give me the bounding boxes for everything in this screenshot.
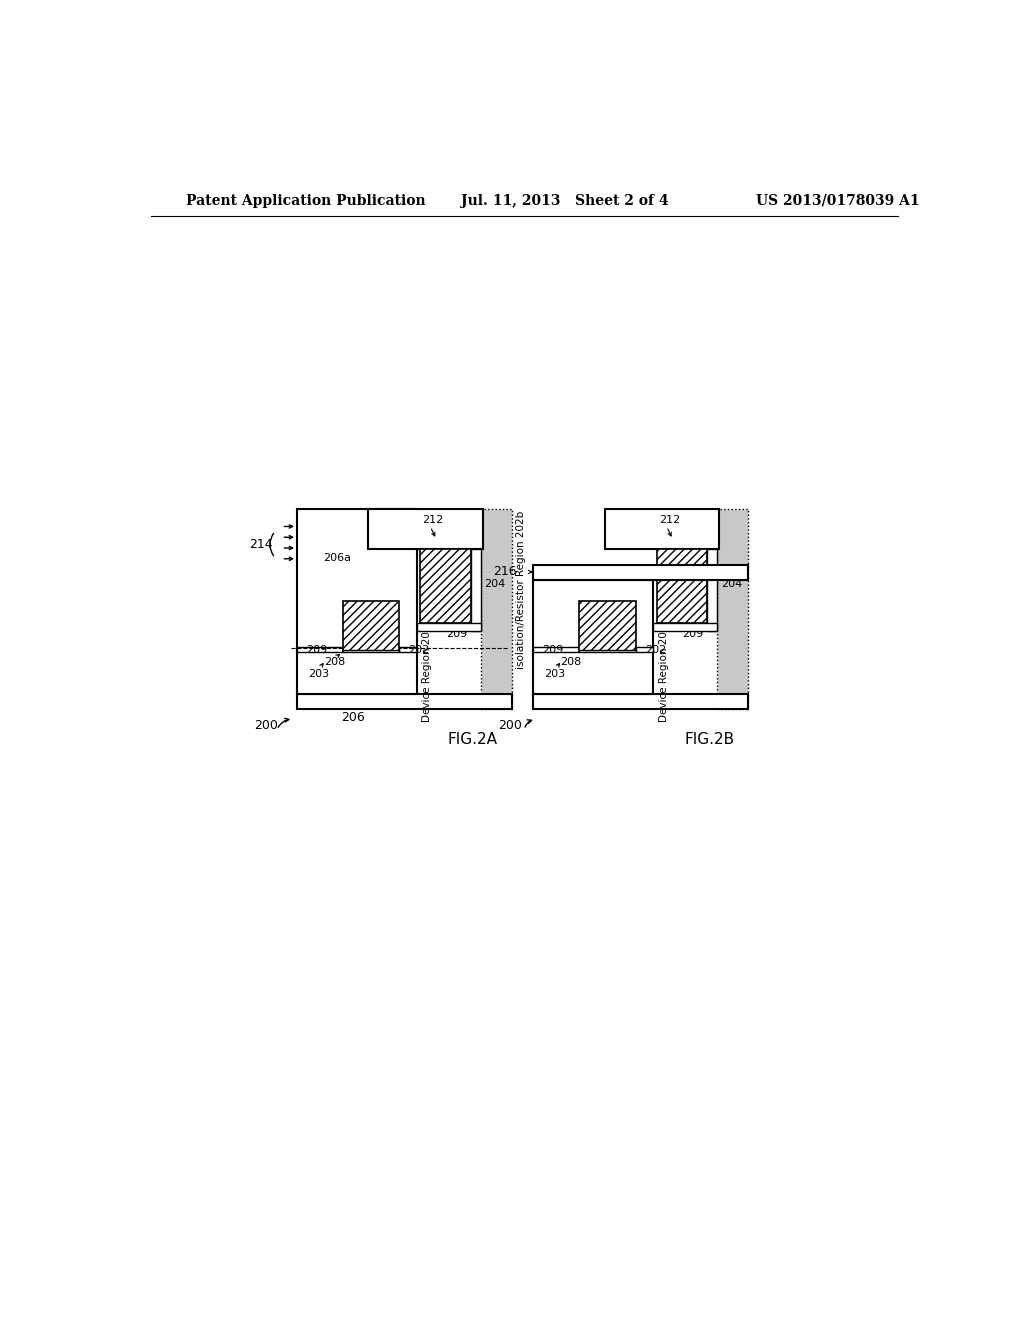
Bar [604, 508, 719, 549]
Bar [707, 549, 717, 631]
Text: 204: 204 [484, 579, 506, 589]
Text: 206: 206 [341, 711, 365, 723]
Text: isolation/Resistor Region 202b: isolation/Resistor Region 202b [515, 511, 525, 669]
Bar [579, 601, 636, 651]
Text: 200: 200 [498, 719, 522, 733]
Text: 208: 208 [324, 657, 345, 667]
Bar [579, 649, 636, 652]
Bar [297, 693, 512, 709]
Bar [534, 565, 748, 581]
Bar [480, 508, 512, 709]
Bar [636, 647, 653, 652]
Text: 209: 209 [542, 645, 563, 656]
Bar [717, 508, 748, 709]
Text: 212: 212 [423, 515, 443, 525]
Text: 204: 204 [721, 579, 742, 589]
Text: Jul. 11, 2013   Sheet 2 of 4: Jul. 11, 2013 Sheet 2 of 4 [461, 194, 669, 207]
Bar [343, 601, 399, 651]
Text: 209: 209 [306, 645, 327, 656]
Bar [420, 549, 471, 623]
Text: FIG.2B: FIG.2B [684, 733, 734, 747]
Text: 202: 202 [645, 645, 667, 656]
Bar [534, 581, 653, 651]
Text: 214: 214 [250, 537, 273, 550]
Bar [534, 651, 653, 693]
Text: 211: 211 [433, 579, 454, 589]
Text: 203: 203 [544, 669, 565, 680]
Text: FIG.2A: FIG.2A [447, 733, 498, 747]
Bar [297, 508, 417, 651]
Text: 208: 208 [560, 657, 582, 667]
Text: 209: 209 [446, 630, 467, 639]
Text: 209: 209 [683, 630, 703, 639]
Text: Device Region 202a: Device Region 202a [658, 619, 669, 722]
Bar [297, 647, 343, 652]
Bar [471, 549, 480, 631]
Bar [297, 651, 417, 693]
Text: Device Region 202a: Device Region 202a [423, 619, 432, 722]
Bar [534, 647, 579, 652]
Text: 210: 210 [593, 620, 613, 630]
Text: Patent Application Publication: Patent Application Publication [186, 194, 426, 207]
Text: 211: 211 [670, 579, 690, 589]
Text: 206a: 206a [324, 553, 351, 564]
Bar [369, 508, 483, 549]
Text: 212: 212 [658, 515, 680, 525]
Text: US 2013/0178039 A1: US 2013/0178039 A1 [756, 194, 920, 207]
Bar [343, 649, 399, 652]
Bar [534, 693, 748, 709]
Bar [399, 647, 417, 652]
Text: 216: 216 [493, 565, 516, 578]
Bar [656, 549, 707, 623]
Bar [417, 623, 480, 631]
Text: 210: 210 [356, 620, 377, 630]
Text: 203: 203 [308, 669, 329, 680]
Text: 202: 202 [409, 645, 430, 656]
Bar [653, 623, 717, 631]
Text: 200: 200 [254, 719, 278, 733]
